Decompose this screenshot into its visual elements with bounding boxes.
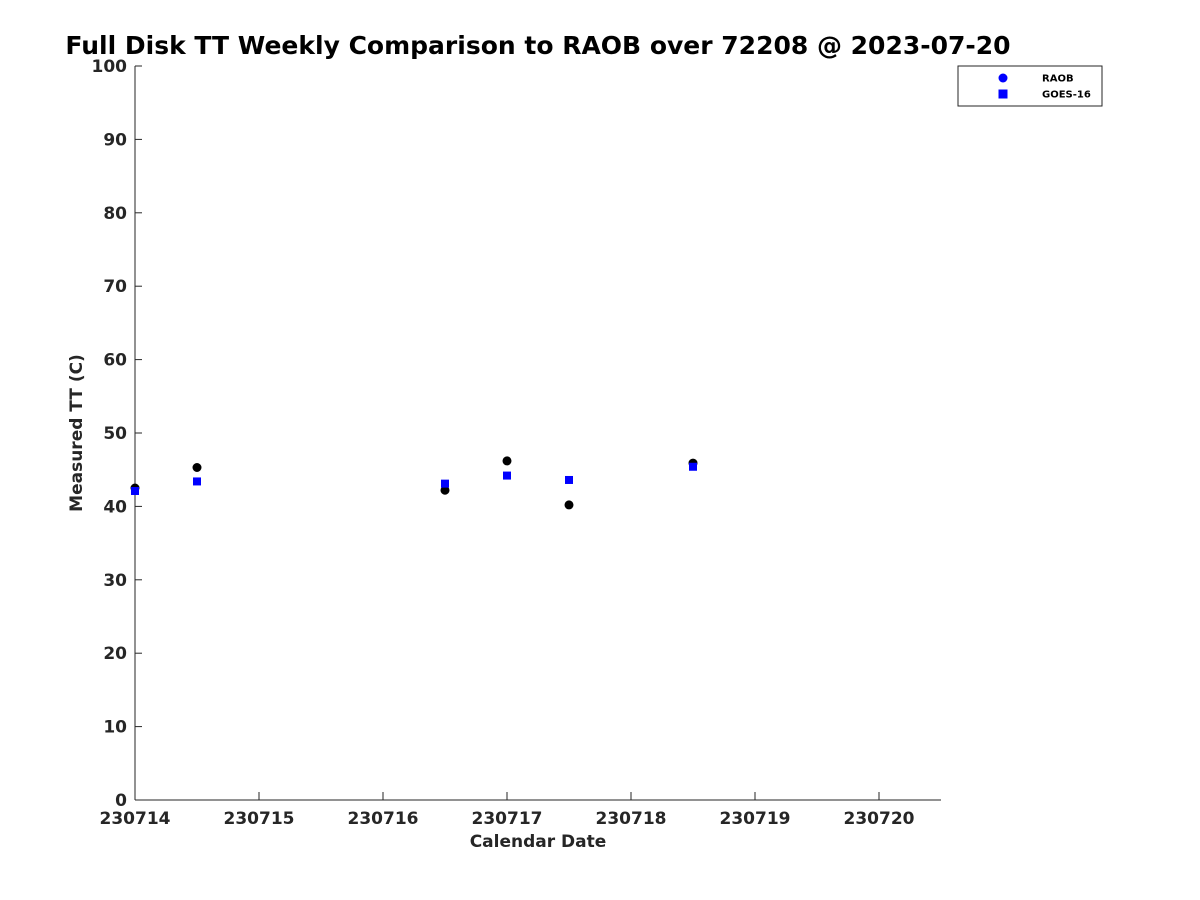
point-goes-16	[689, 462, 697, 471]
legend-goes16-marker	[998, 89, 1008, 99]
point-goes-16	[503, 471, 511, 480]
legend-raob-marker	[998, 73, 1008, 83]
y-ticks: 0 10 20 30 40 50 60 70 80 90 100	[92, 57, 142, 811]
point-raob	[192, 462, 202, 472]
y-tick-label: 70	[103, 277, 127, 297]
legend-raob-label: RAOB	[1042, 74, 1074, 85]
x-ticks: 230714 230715 230716 230717 230718 230719 2307…	[100, 792, 915, 829]
chart-title: Full Disk TT Weekly Comparison to RAOB o…	[65, 31, 1010, 60]
y-tick-label: 30	[103, 571, 127, 591]
y-tick-label: 10	[103, 718, 127, 738]
axes	[134, 66, 941, 801]
y-tick-label: 40	[103, 497, 127, 517]
x-tick-label: 230718	[596, 809, 667, 829]
y-tick-label: 50	[103, 424, 127, 444]
y-tick-label: 80	[103, 204, 127, 224]
y-tick-label: 60	[103, 351, 127, 371]
point-goes-16	[193, 477, 201, 486]
x-tick-label: 230719	[720, 809, 791, 829]
x-tick-label: 230720	[844, 809, 915, 829]
legend-box	[957, 65, 1103, 107]
point-raob	[564, 500, 574, 510]
x-axis-label: Calendar Date	[470, 832, 607, 852]
x-tick-label: 230716	[348, 809, 419, 829]
y-tick-label: 100	[92, 57, 128, 77]
legend: RAOB GOES-16	[957, 65, 1103, 107]
x-tick-label: 230717	[472, 809, 543, 829]
point-goes-16	[131, 486, 139, 495]
y-tick-label: 90	[103, 130, 127, 150]
y-tick-label: 20	[103, 644, 127, 664]
legend-goes16-label: GOES-16	[1042, 90, 1091, 101]
x-tick-label: 230714	[100, 809, 171, 829]
point-goes-16	[441, 479, 449, 488]
point-raob	[502, 456, 512, 466]
data-points	[130, 456, 698, 510]
point-goes-16	[565, 475, 573, 484]
x-tick-label: 230715	[224, 809, 295, 829]
y-axis-label: Measured TT (C)	[67, 354, 87, 512]
y-tick-label: 0	[115, 791, 127, 811]
